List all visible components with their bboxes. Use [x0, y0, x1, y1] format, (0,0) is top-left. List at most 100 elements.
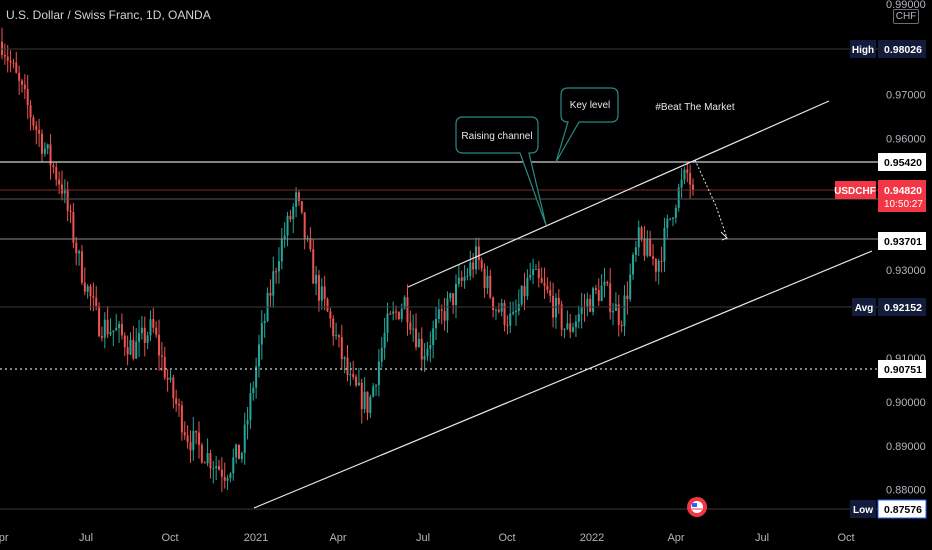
candle-body [415, 328, 418, 348]
candle-body [523, 285, 526, 297]
candle-body [132, 339, 135, 359]
level-3-price-tag[interactable]: 0.93701 [878, 232, 926, 250]
price-axis[interactable] [878, 0, 932, 527]
low-price-tag[interactable]: 0.87576 Low [850, 499, 927, 519]
candle-body [674, 207, 677, 218]
candle-body [149, 319, 152, 336]
candle-body [597, 290, 600, 302]
candle-body [554, 297, 557, 318]
price-tick-label: 0.90000 [886, 397, 926, 409]
candle-body [152, 319, 155, 328]
candle-body [566, 323, 569, 329]
candle-body [395, 311, 398, 313]
candle-body [175, 398, 178, 404]
candle-body [89, 286, 92, 297]
candle-body [494, 309, 497, 311]
raising-channel-callout[interactable] [455, 116, 547, 226]
candle-body [223, 476, 226, 481]
candle-body [78, 251, 81, 254]
candle-body [529, 274, 532, 278]
high-price-tag[interactable]: 0.98026 High [850, 40, 926, 58]
time-tick-label: Apr [329, 532, 346, 544]
avg-price-tag[interactable]: 0.92152 Avg [852, 298, 926, 316]
candle-body [512, 312, 515, 314]
price-tag-box [878, 360, 926, 378]
candle-body [312, 249, 315, 284]
candle-body [569, 323, 572, 332]
candle-body [32, 117, 35, 126]
candle-body [317, 275, 320, 301]
candle-body [15, 62, 18, 73]
candle-body [323, 286, 326, 299]
candle-body [366, 391, 369, 413]
candle-body [329, 311, 332, 319]
candle-body [140, 327, 143, 334]
price-tick-label: 0.97000 [886, 89, 926, 101]
currency-badge[interactable]: CHF [893, 9, 919, 24]
candle-body [1, 41, 3, 55]
time-axis[interactable] [0, 527, 932, 550]
time-tick-label: Oct [837, 532, 854, 544]
current-price-tag[interactable]: 0.94820 10:50:27 USDCHF [834, 180, 926, 212]
candle-body [643, 239, 646, 256]
key-level-price-tag[interactable]: 0.95420 [878, 153, 926, 171]
time-tick-label: Jul [755, 532, 769, 544]
candle-body [443, 310, 446, 321]
candle-body [563, 328, 566, 330]
candle-body [632, 254, 635, 275]
candle-body [349, 374, 352, 376]
candle-body [549, 289, 552, 296]
candle-body [123, 335, 126, 348]
candle-body [158, 334, 161, 356]
channel-upper-line[interactable] [407, 100, 830, 288]
candle-body [275, 271, 278, 273]
candle-body [629, 274, 632, 300]
candle-body [669, 218, 672, 220]
candle-body [483, 268, 486, 289]
candle-body [375, 385, 378, 387]
candle-body [40, 133, 43, 154]
candle-body [663, 228, 666, 262]
candle-body [75, 242, 78, 254]
candle-body [63, 189, 66, 194]
candle-body [586, 298, 589, 307]
symbol-title[interactable]: U.S. Dollar / Swiss Franc, 1D, OANDA [6, 8, 211, 22]
price-tag-box [878, 40, 926, 58]
candle-body [480, 260, 483, 269]
candle-body [335, 335, 338, 337]
candle-body [612, 310, 615, 313]
candle-body [426, 348, 429, 357]
us-flag-icon[interactable] [687, 497, 707, 517]
candle-body [509, 313, 512, 326]
candle-body [469, 262, 472, 276]
channel-lower-line[interactable] [253, 250, 873, 509]
candle-body [683, 169, 686, 180]
candle-body [297, 192, 300, 201]
price-tags: 0.98026High0.954200.946110.937010.92152A… [834, 40, 927, 519]
time-tick-label: Oct [161, 532, 178, 544]
candle-body [192, 430, 195, 451]
candle-body [195, 430, 198, 433]
candle-body [580, 306, 583, 314]
candle-body [309, 238, 312, 250]
price-tag-value: 0.87576 [884, 504, 922, 516]
candle-body [526, 277, 529, 297]
candle-body [255, 366, 258, 388]
candle-body [546, 285, 549, 290]
candle-body [623, 295, 626, 327]
candle-body [594, 288, 597, 291]
candle-body [689, 173, 692, 185]
key-level-callout[interactable] [555, 87, 619, 163]
candle-body [457, 277, 460, 284]
projection-arrow[interactable] [694, 159, 728, 239]
candle-body [166, 377, 169, 380]
candle-body [423, 356, 426, 360]
dotted-level-price-tag[interactable]: 0.90751 [878, 360, 926, 378]
candle-body [220, 469, 223, 477]
price-tag-box [878, 298, 926, 316]
candle-body [235, 444, 238, 458]
candle-body [237, 444, 240, 460]
candle-body [503, 303, 506, 325]
candle-body [20, 80, 23, 85]
